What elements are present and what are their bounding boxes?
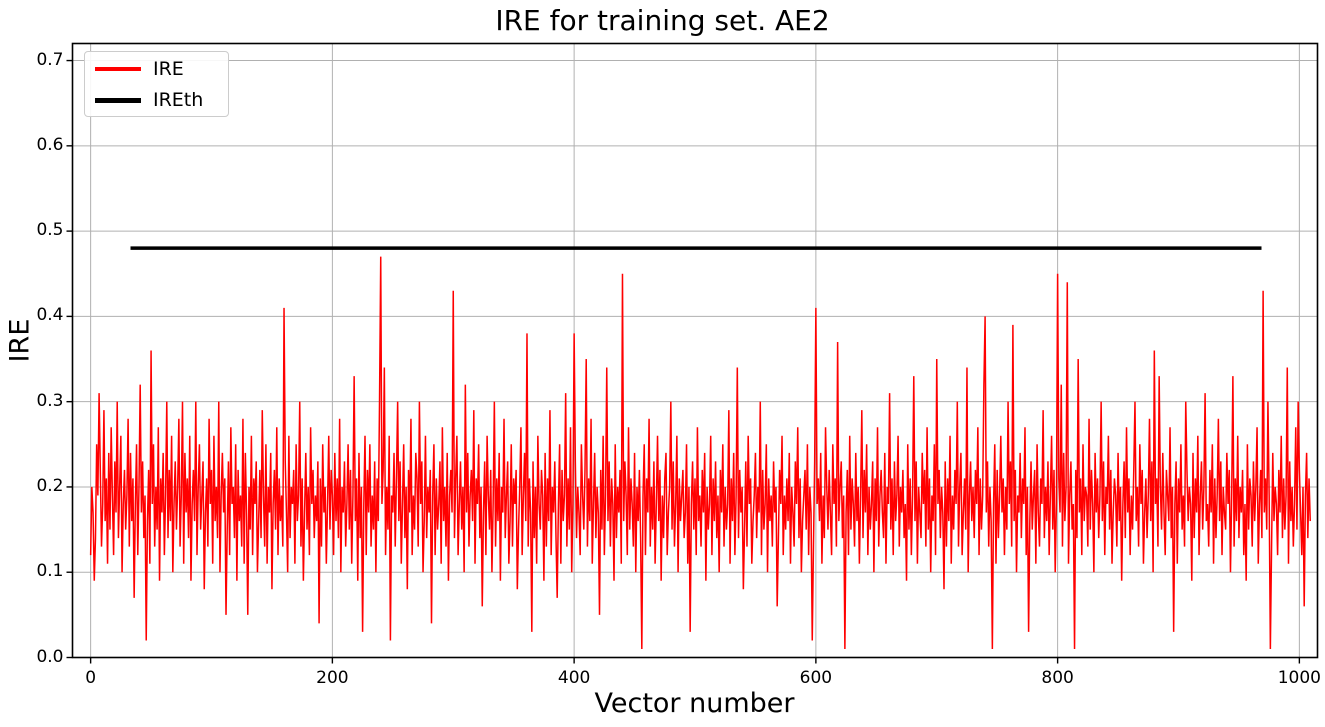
legend-swatch-ireth — [95, 98, 141, 103]
series-line-ire — [89, 256, 1311, 649]
legend-swatch-ire — [95, 67, 141, 71]
x-axis-label: Vector number — [594, 688, 795, 719]
x-tick-label: 0 — [85, 667, 97, 688]
chart-title: IRE for training set. AE2 — [495, 4, 830, 37]
y-tick-label: 0.0 — [36, 646, 64, 667]
x-tick-label: 800 — [1041, 667, 1074, 688]
x-tick-label: 600 — [799, 667, 833, 688]
y-tick-label: 0.5 — [36, 220, 64, 241]
legend-label-ireth: IREth — [153, 89, 204, 111]
legend-entry-ireth: IREth — [85, 85, 228, 115]
y-tick-label: 0.1 — [36, 561, 64, 582]
y-tick-label: 0.3 — [36, 390, 64, 411]
y-tick-label: 0.2 — [36, 475, 64, 496]
legend-entry-ire: IRE — [85, 54, 228, 84]
y-tick-label: 0.6 — [36, 134, 64, 155]
chart-legend: IRE IREth — [84, 51, 229, 117]
x-tick-label: 200 — [316, 667, 349, 688]
data-series-group — [89, 246, 1311, 649]
legend-label-ire: IRE — [153, 58, 184, 80]
plot-frame — [71, 42, 1319, 659]
y-tick-label: 0.4 — [36, 305, 64, 326]
tick-marks — [66, 59, 1301, 664]
x-tick-label: 1000 — [1277, 667, 1321, 688]
y-tick-label: 0.7 — [36, 49, 64, 70]
grid-lines — [72, 43, 1318, 658]
x-tick-label: 400 — [557, 667, 591, 688]
